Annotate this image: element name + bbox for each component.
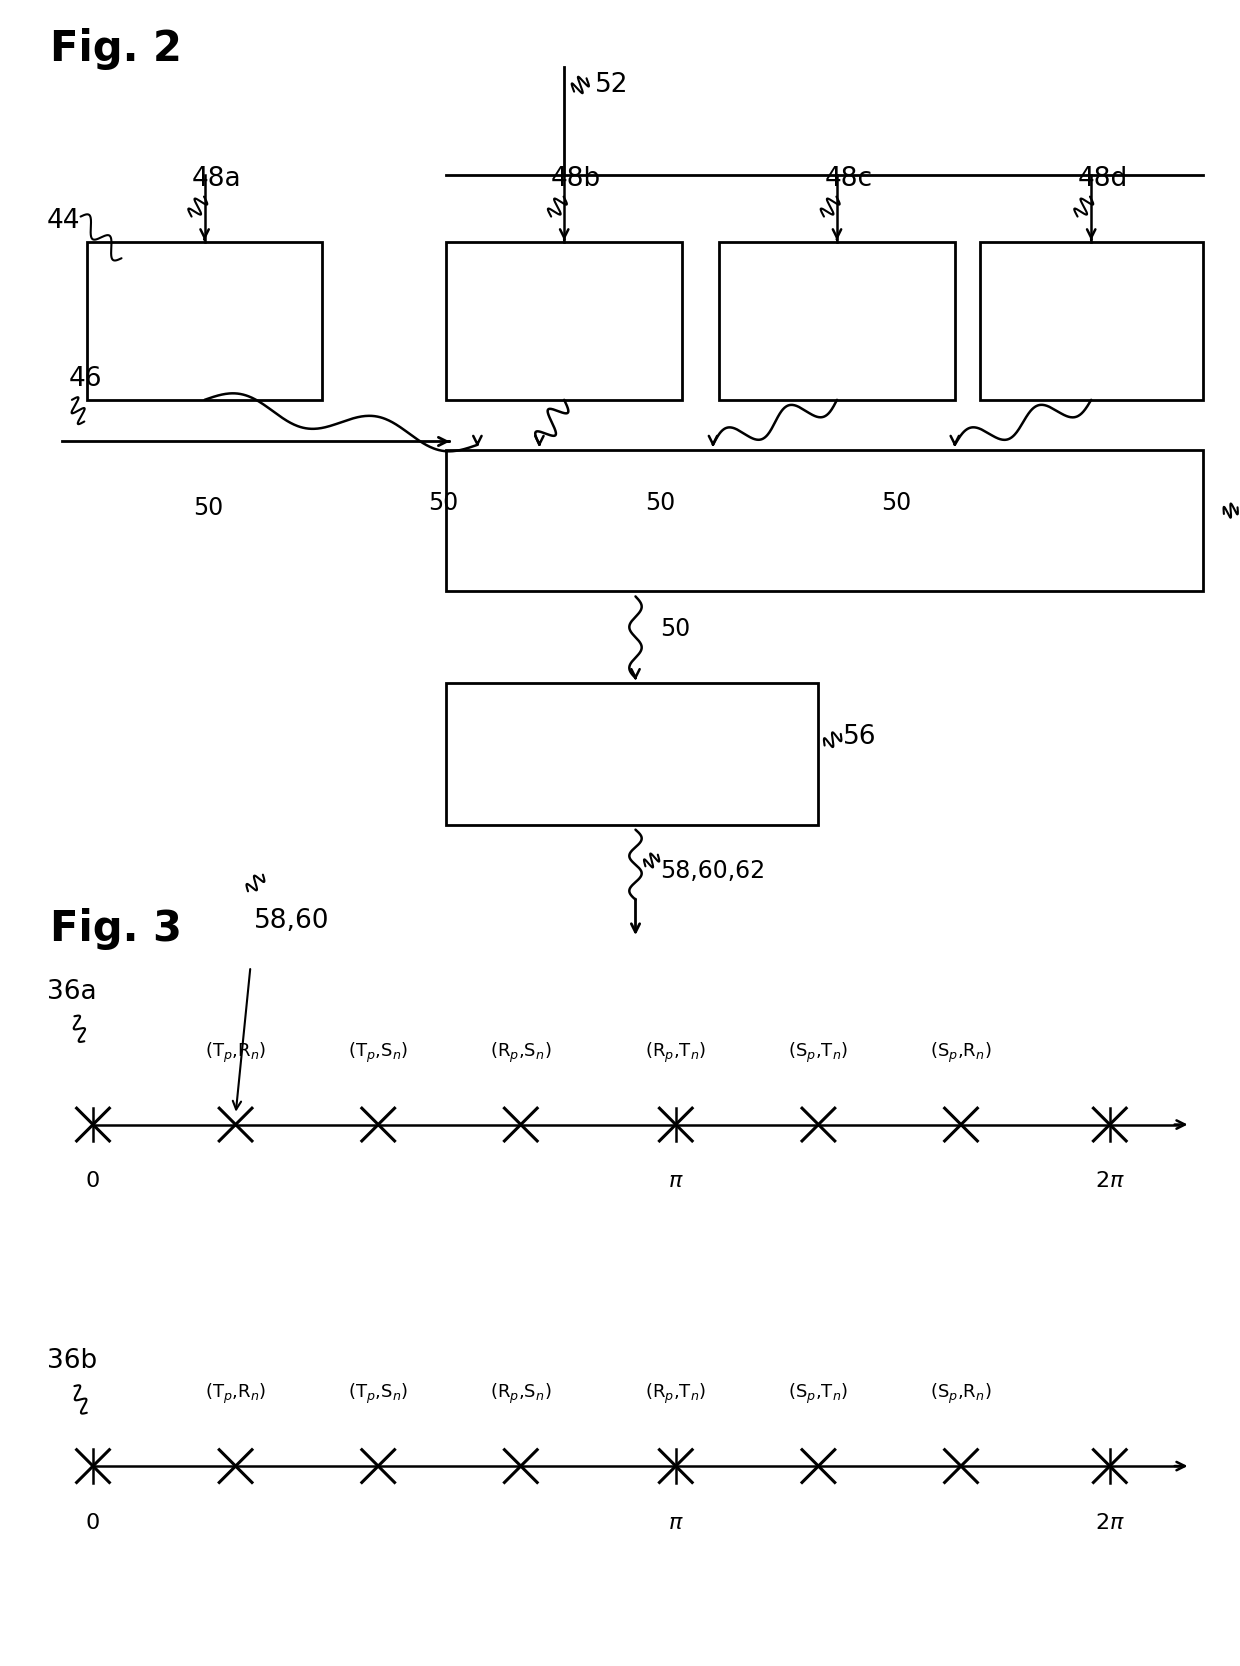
Bar xyxy=(446,450,1203,591)
Bar xyxy=(719,242,955,400)
Text: $2\pi$: $2\pi$ xyxy=(1095,1171,1125,1191)
Text: (T$_p$,R$_n$): (T$_p$,R$_n$) xyxy=(205,1381,267,1406)
Text: 48a: 48a xyxy=(191,165,242,192)
Text: 50: 50 xyxy=(646,491,676,515)
Text: 0: 0 xyxy=(86,1513,100,1533)
Text: 50: 50 xyxy=(193,496,223,520)
Text: 44: 44 xyxy=(47,208,81,235)
Text: (R$_p$,T$_n$): (R$_p$,T$_n$) xyxy=(645,1381,707,1406)
Text: 52: 52 xyxy=(595,72,629,98)
Text: 50: 50 xyxy=(429,491,459,515)
Text: (T$_p$,S$_n$): (T$_p$,S$_n$) xyxy=(348,1040,408,1065)
Text: 36a: 36a xyxy=(47,978,97,1005)
Text: 58,60: 58,60 xyxy=(254,908,330,935)
Text: 0: 0 xyxy=(86,1171,100,1191)
Text: (R$_p$,S$_n$): (R$_p$,S$_n$) xyxy=(490,1040,552,1065)
Text: (S$_p$,T$_n$): (S$_p$,T$_n$) xyxy=(789,1381,848,1406)
Text: 36b: 36b xyxy=(47,1348,98,1374)
Text: Fig. 2: Fig. 2 xyxy=(50,28,181,70)
Bar xyxy=(980,242,1203,400)
Text: $2\pi$: $2\pi$ xyxy=(1095,1513,1125,1533)
Text: 48d: 48d xyxy=(1078,165,1127,192)
Text: (R$_p$,S$_n$): (R$_p$,S$_n$) xyxy=(490,1381,552,1406)
Text: (S$_p$,R$_n$): (S$_p$,R$_n$) xyxy=(930,1040,992,1065)
Bar xyxy=(87,242,322,400)
Text: (T$_p$,R$_n$): (T$_p$,R$_n$) xyxy=(205,1040,267,1065)
Text: Fig. 3: Fig. 3 xyxy=(50,908,181,950)
Text: 50: 50 xyxy=(660,616,691,641)
Text: 46: 46 xyxy=(68,365,102,392)
Text: 48b: 48b xyxy=(551,165,601,192)
Text: (S$_p$,T$_n$): (S$_p$,T$_n$) xyxy=(789,1040,848,1065)
Bar xyxy=(446,683,818,825)
Text: 48c: 48c xyxy=(825,165,873,192)
Text: (R$_p$,T$_n$): (R$_p$,T$_n$) xyxy=(645,1040,707,1065)
Bar xyxy=(446,242,682,400)
Text: 58,60,62: 58,60,62 xyxy=(660,860,765,883)
Text: $\pi$: $\pi$ xyxy=(668,1171,683,1191)
Text: 50: 50 xyxy=(882,491,911,515)
Text: (S$_p$,R$_n$): (S$_p$,R$_n$) xyxy=(930,1381,992,1406)
Text: $\pi$: $\pi$ xyxy=(668,1513,683,1533)
Text: 56: 56 xyxy=(843,725,877,750)
Text: (T$_p$,S$_n$): (T$_p$,S$_n$) xyxy=(348,1381,408,1406)
